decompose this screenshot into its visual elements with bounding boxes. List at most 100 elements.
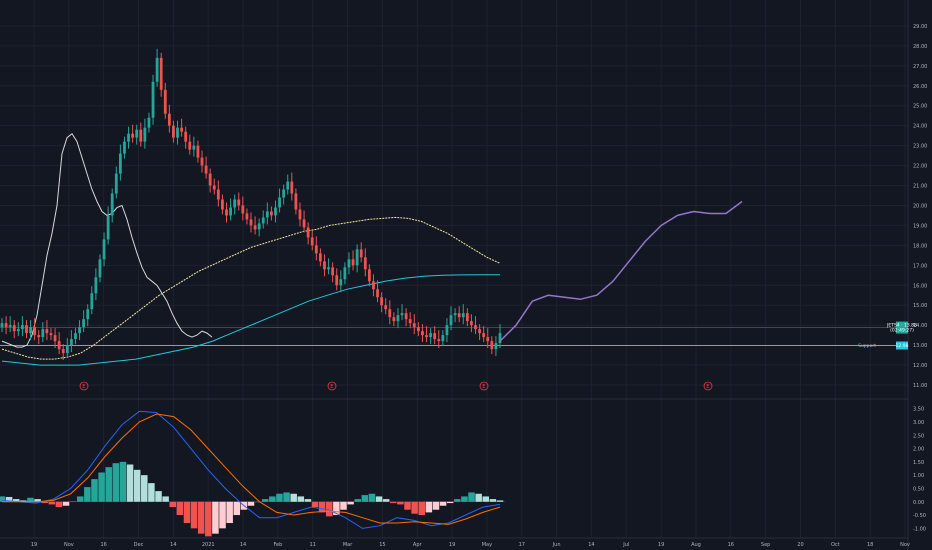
candle-body [110,193,114,216]
macd-histogram-bar [397,501,404,505]
price-tick-label: 12.00 [913,363,927,369]
macd-histogram-bar [318,501,326,513]
candle-body [16,329,20,332]
macd-histogram-bar [112,463,120,502]
candle-body [69,339,73,346]
candle-body [241,205,245,214]
macd-tick-label: -1.00 [913,526,926,532]
candle-body [98,259,102,278]
macd-histogram-bar [425,501,433,513]
macd-axis[interactable]: 3.50 3.00 2.50 2.00 1.50 1.00 0.50 0.00 -0.50 -1.… [913,407,926,533]
candle-body [114,173,118,194]
macd-histogram-bar [34,499,41,502]
time-tick-label: Aug [691,542,701,548]
time-tick-label: Mar [343,542,353,548]
macd-histogram-bar [233,501,241,516]
candle-body [498,333,502,344]
grid [0,0,908,538]
candle-body [82,319,86,328]
macd-histogram-bar [98,472,105,502]
event-marker-circle [703,381,713,391]
macd-histogram-bar [77,496,84,502]
candle-body [167,113,171,126]
candle-body [376,289,379,298]
price-tick-label: 16.00 [913,283,927,289]
price-tick-label: 19.00 [913,223,927,229]
candle-body [74,333,77,340]
candle-body [339,279,343,286]
macd-tick-label: 2.00 [913,447,924,453]
time-tick-label: Dec [134,542,144,548]
support-value: 12.98 [896,343,909,349]
time-tick-label: 20 [797,542,803,548]
candle-body [61,349,65,354]
macd-histogram-bar [432,501,440,510]
time-tick-label: 19 [449,542,455,548]
candle-body [45,329,49,334]
candle-body [143,127,147,142]
time-tick-label: 2021 [202,542,215,548]
price-tick-label: 21.00 [913,184,927,190]
macd-tick-label: 0.00 [913,500,924,506]
candle-body [159,57,163,90]
price-axis[interactable]: 29.00 28.00 27.00 26.00 25.00 24.00 23.00 22.00… [913,24,927,389]
event-marker-circle [79,381,89,391]
candle-body [461,313,465,318]
current-price-tag-line1: JETS4 · 13.88 [886,323,917,329]
candle-body [151,81,155,118]
candle-body [176,127,179,138]
macd-histogram-bar [489,499,497,502]
time-tick-label: 18 [867,542,873,548]
macd-histogram-bar [205,501,212,537]
macd-histogram-bar [454,499,461,502]
price-tick-label: 23.00 [913,144,927,150]
candle-body [57,341,61,350]
macd-histogram-bar [269,496,276,502]
macd-tick-label: 2.50 [913,433,924,439]
support-tag-bg [896,341,908,350]
candle-body [196,145,200,158]
candle-body [306,227,310,238]
candle-body [351,259,355,266]
candle-body [302,219,306,228]
signal-line [2,413,501,525]
support-label: Support [858,343,876,349]
candle-body [135,129,139,138]
price-tick-label: 15.00 [913,303,927,309]
event-marker-label: E [706,384,709,390]
candle-body [180,127,184,132]
candle-body [486,337,490,342]
candle-body [278,197,281,208]
candle-series[interactable] [0,48,502,361]
time-tick-label: 16 [728,542,734,548]
price-tick-label: 11.00 [913,383,927,389]
time-axis[interactable]: 19 Nov 16 Dec 14 2021 14 Feb 11 Mar 15 Apr 19 May 17 Ju… [31,542,910,548]
macd-histogram-bar [418,501,425,516]
macd-histogram-bar [41,501,48,504]
macd-histogram-bar [0,496,6,502]
macd-histogram-bar [361,495,369,502]
time-tick-label: 14 [240,542,246,548]
candle-body [465,313,469,322]
event-marker-circle [327,381,337,391]
price-tick-label: 13.00 [913,343,927,349]
macd-histogram-bar [354,499,361,502]
candle-body [359,249,363,258]
candle-body [21,325,24,330]
candle-body [216,189,220,200]
candle-body [4,323,8,328]
candle-body [270,211,273,216]
candle-body [408,319,412,324]
candle-body [433,333,437,340]
candle-body [192,145,196,150]
time-tick-label: 17 [519,542,525,548]
candle-body [310,237,314,246]
macd-histogram-bar [141,475,148,502]
candle-body [78,327,81,334]
macd-histogram-bar [190,501,198,529]
macd-histogram-bar [368,493,376,502]
macd-histogram-bar [212,501,219,534]
macd-histogram-bar [475,493,482,502]
